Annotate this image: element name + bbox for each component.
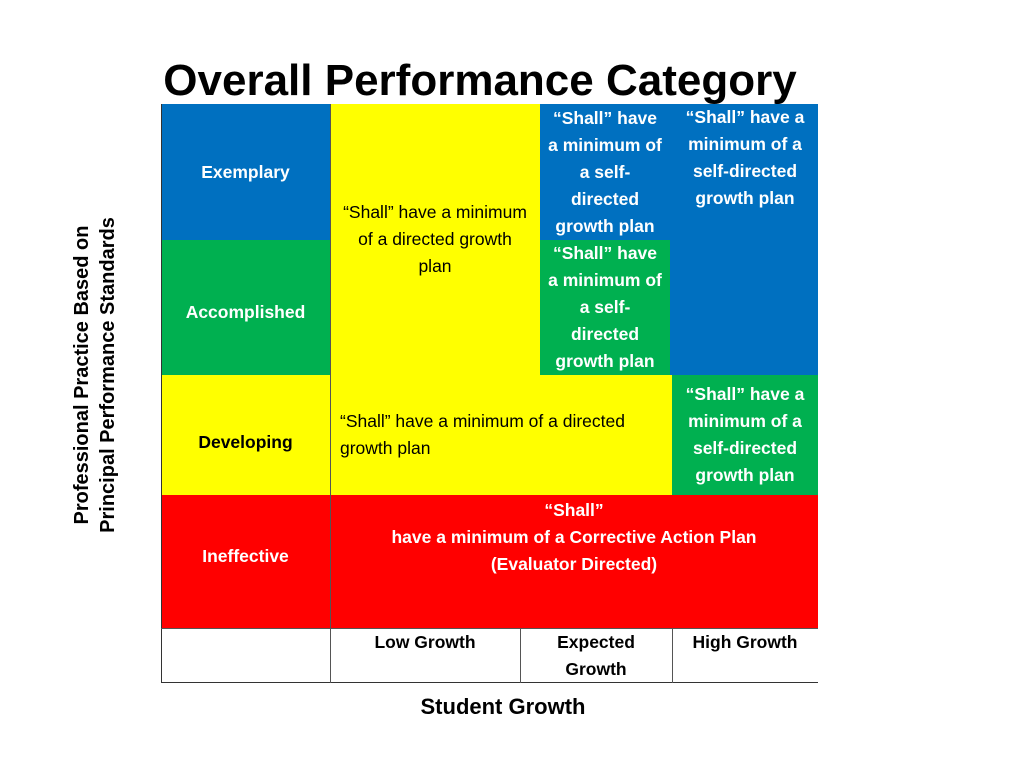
grid-line-vertical-2 (520, 628, 521, 683)
column-header-expected-growth: Expected Growth (520, 628, 672, 683)
cell-ineffective-line1: “Shall” (544, 500, 604, 520)
page-title: Overall Performance Category (163, 56, 797, 105)
cell-exemplary-high-text: “Shall” have a minimum of a self-directe… (685, 107, 805, 208)
row-label-ineffective-text: Ineffective (202, 546, 289, 566)
y-axis-label-line1: Professional Practice Based on (71, 225, 93, 525)
grid-line-horizontal-1 (161, 628, 818, 629)
column-header-expected-growth-text: Expected Growth (557, 632, 635, 679)
cell-exemplary-expected-text: “Shall” have a minimum of a self-directe… (548, 107, 662, 236)
cell-accomplished-expected: “Shall” have a minimum of a self-directe… (540, 240, 670, 375)
cell-high-growth-upper (670, 104, 818, 375)
cell-ineffective-line3: (Evaluator Directed) (490, 554, 658, 574)
cell-developing-low-expected: “Shall” have a minimum of a directed gro… (330, 375, 672, 495)
row-label-accomplished: Accomplished (161, 240, 330, 375)
row-label-accomplished-text: Accomplished (185, 302, 306, 322)
cell-ineffective: “Shall” have a minimum of a Corrective A… (330, 495, 818, 628)
column-header-empty (161, 628, 330, 683)
x-axis-label: Student Growth (420, 694, 586, 719)
cell-developing-high-text: “Shall” have a minimum of a self-directe… (685, 384, 805, 485)
cell-directed-growth-plan-text: “Shall” have a minimum of a directed gro… (343, 202, 527, 276)
column-header-high-growth: High Growth (672, 628, 818, 683)
row-label-exemplary: Exemplary (161, 104, 330, 240)
y-axis-label-line2: Principal Performance Standards (97, 217, 119, 533)
row-label-developing: Developing (161, 375, 330, 495)
cell-ineffective-line2: have a minimum of a Corrective Action Pl… (391, 527, 757, 547)
row-label-exemplary-text: Exemplary (201, 161, 290, 182)
cell-developing-low-expected-text: “Shall” have a minimum of a directed gro… (340, 411, 625, 458)
cell-accomplished-expected-text: “Shall” have a minimum of a self-directe… (548, 243, 662, 371)
column-header-low-growth: Low Growth (330, 628, 520, 683)
cell-exemplary-high: “Shall” have a minimum of a self-directe… (672, 104, 818, 212)
y-axis-label: Professional Practice Based on Principal… (69, 175, 133, 575)
grid-line-vertical-1 (330, 104, 331, 683)
column-header-high-growth-text: High Growth (692, 632, 798, 652)
cell-directed-growth-plan: “Shall” have a minimum of a directed gro… (330, 104, 540, 375)
grid-line-vertical-3 (672, 628, 673, 683)
row-label-ineffective: Ineffective (161, 495, 330, 628)
cell-developing-high: “Shall” have a minimum of a self-directe… (672, 375, 818, 495)
cell-exemplary-expected: “Shall” have a minimum of a self-directe… (540, 104, 670, 240)
column-header-low-growth-text: Low Growth (374, 632, 476, 652)
row-label-developing-text: Developing (198, 431, 293, 452)
